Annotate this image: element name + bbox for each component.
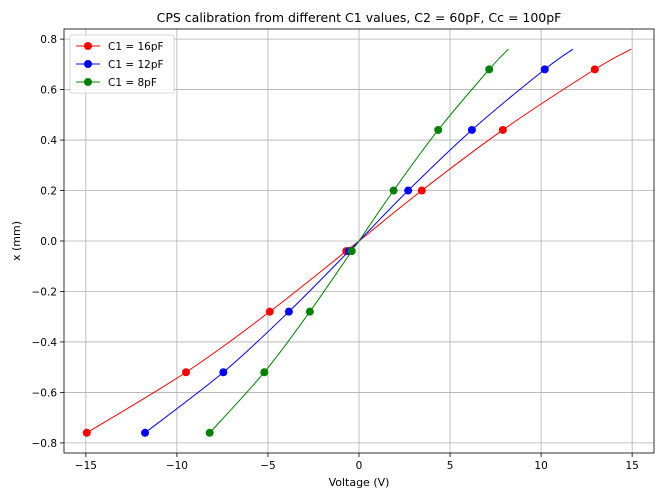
legend-item-2: C1 = 8pF [76, 77, 157, 89]
y-tick-label: −0.6 [32, 387, 58, 399]
y-tick-label: −0.4 [32, 337, 58, 349]
data-point [417, 186, 426, 195]
data-point [260, 368, 269, 377]
y-axis-label: x (mm) [10, 221, 23, 261]
data-point [265, 307, 274, 316]
data-point [467, 125, 476, 134]
legend-item-1: C1 = 12pF [76, 59, 164, 71]
y-tick-label: −0.8 [32, 438, 58, 450]
legend-swatch-marker [84, 60, 92, 68]
data-point [404, 186, 413, 195]
legend-label: C1 = 16pF [108, 41, 164, 53]
legend-swatch-marker [84, 78, 92, 86]
x-tick-label: −10 [166, 460, 188, 472]
data-point [347, 247, 356, 256]
x-tick-label: 0 [356, 460, 363, 472]
x-tick-label: 5 [447, 460, 454, 472]
data-point [182, 368, 191, 377]
legend-box [69, 34, 175, 94]
legend-label: C1 = 12pF [108, 59, 164, 71]
y-tick-label: 0.2 [40, 186, 57, 198]
y-tick-label: 0.4 [40, 135, 57, 147]
data-point [498, 125, 507, 134]
legend-swatch-marker [84, 42, 92, 50]
data-point [141, 428, 150, 437]
x-tick-label: −5 [260, 460, 275, 472]
axis-ticks: −15 −10 −5 0 5 10 15 −0.8 −0.6 −0.4 −0.2 0.0 0.2 0.4 0… [32, 34, 639, 472]
legend: C1 = 16pF C1 = 12pF C1 = 8pF [69, 34, 175, 94]
chart-title: CPS calibration from different C1 values… [157, 10, 562, 25]
data-point [284, 307, 293, 316]
x-tick-label: 15 [625, 460, 638, 472]
series-2 [205, 48, 509, 437]
data-point [434, 125, 443, 134]
series-group [82, 48, 632, 437]
data-point [485, 65, 494, 74]
y-tick-label: −0.2 [32, 286, 58, 298]
data-point [205, 428, 214, 437]
x-axis-label: Voltage (V) [329, 476, 390, 489]
data-point [540, 65, 549, 74]
y-tick-label: 0.6 [40, 85, 57, 97]
series-line [209, 48, 509, 434]
y-tick-label: 0.8 [40, 34, 57, 46]
y-tick-label: 0.0 [40, 236, 57, 248]
data-point [82, 428, 91, 437]
legend-label: C1 = 8pF [108, 77, 157, 89]
data-point [219, 368, 228, 377]
x-tick-label: 10 [534, 460, 547, 472]
data-point [305, 307, 314, 316]
data-point [389, 186, 398, 195]
grid-lines [64, 29, 654, 453]
data-point [590, 65, 599, 74]
legend-item-0: C1 = 16pF [76, 41, 164, 53]
x-tick-label: −15 [75, 460, 97, 472]
legend-items: C1 = 16pF C1 = 12pF C1 = 8pF [76, 41, 164, 89]
